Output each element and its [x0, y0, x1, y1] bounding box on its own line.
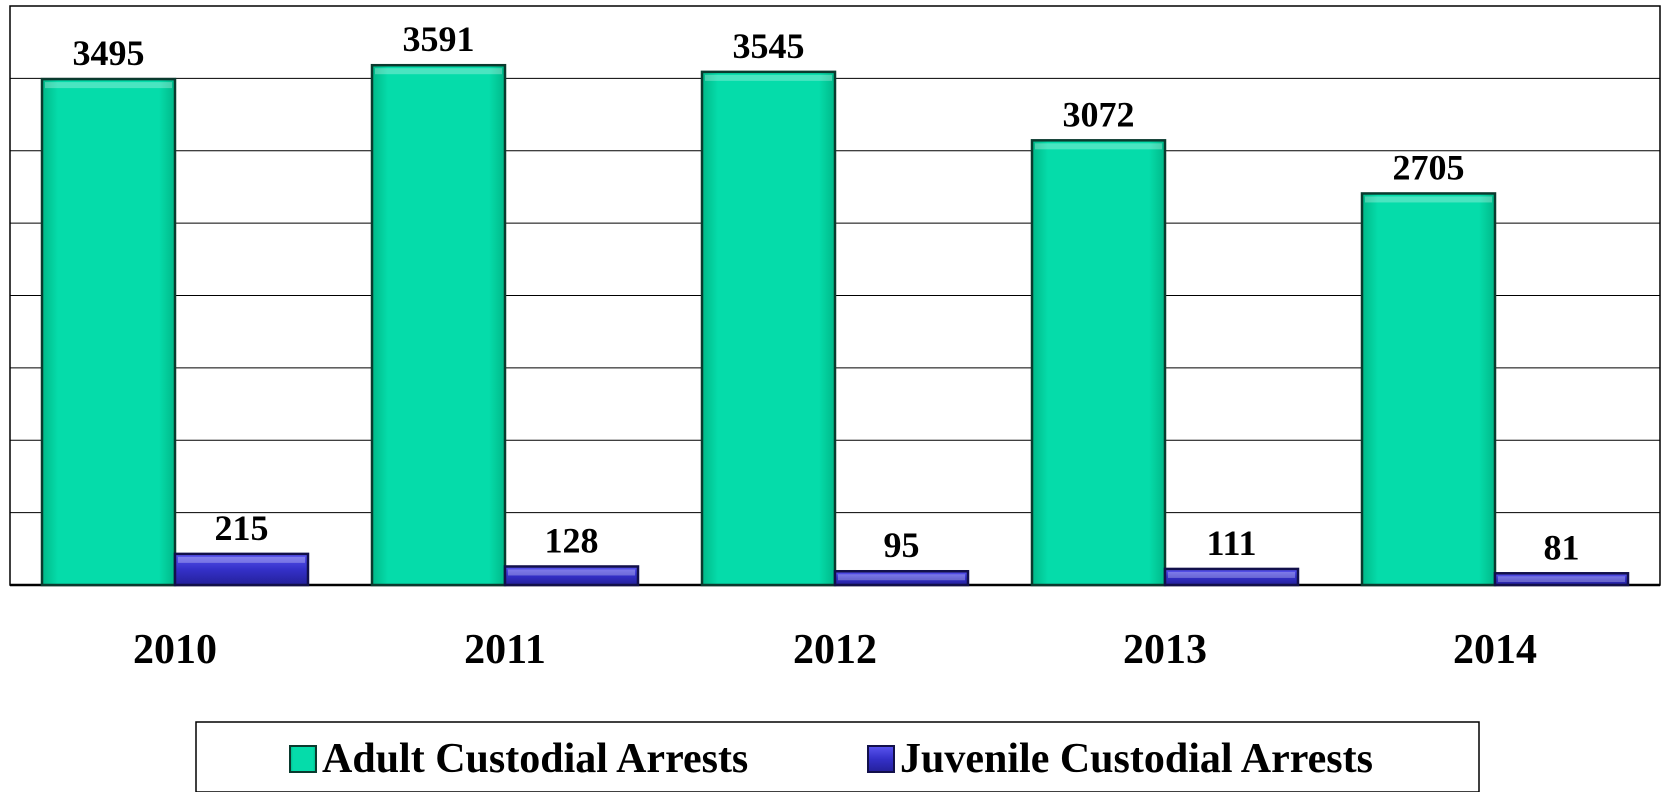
- category-label-2011: 2011: [464, 627, 546, 673]
- legend-box: [195, 721, 1480, 792]
- bar-highlight: [45, 82, 172, 89]
- bar-juvenile-custodial-arrests-2010: [173, 552, 310, 587]
- bar-highlight: [375, 68, 502, 75]
- category-labels: 2010 2011 2012 2013 2014: [133, 627, 1537, 673]
- bar-juvenile-custodial-arrests-2013: [1163, 567, 1300, 587]
- data-label-juvenile-custodial-arrests-2011: 128: [545, 520, 599, 560]
- data-label-adult-custodial-arrests-2010: 3495: [73, 33, 145, 73]
- bar-juvenile-custodial-arrests-2011: [503, 565, 640, 587]
- bar-highlight: [705, 74, 832, 81]
- legend-label-juvenile-custodial-arrests: Juvenile Custodial Arrests: [900, 736, 1373, 782]
- data-label-adult-custodial-arrests-2014: 2705: [1393, 147, 1465, 187]
- category-label-2013: 2013: [1123, 627, 1207, 673]
- data-label-adult-custodial-arrests-2011: 3591: [403, 19, 475, 59]
- data-label-juvenile-custodial-arrests-2012: 95: [884, 525, 920, 565]
- legend: Adult Custodial Arrests Juvenile Custodia…: [195, 721, 1480, 792]
- data-label-adult-custodial-arrests-2013: 3072: [1063, 94, 1135, 134]
- bar-adult-custodial-arrests-2010: [40, 77, 177, 587]
- data-label-adult-custodial-arrests-2012: 3545: [733, 26, 805, 66]
- bar-highlight: [1168, 571, 1295, 578]
- bar-juvenile-custodial-arrests-2014: [1493, 572, 1630, 587]
- legend-swatch-juvenile-custodial-arrests: [867, 745, 895, 773]
- data-labels: 3495 3591 3545 3072 2705 215 128 95 111 81: [73, 19, 1580, 567]
- bar-highlight: [508, 569, 635, 576]
- data-label-juvenile-custodial-arrests-2010: 215: [215, 508, 269, 548]
- bar-juvenile-custodial-arrests-2012: [833, 569, 970, 587]
- legend-swatch-adult-custodial-arrests: [289, 745, 317, 773]
- bar-adult-custodial-arrests-2013: [1030, 139, 1167, 587]
- category-label-2010: 2010: [133, 627, 217, 673]
- bar-highlight: [1035, 143, 1162, 150]
- data-label-juvenile-custodial-arrests-2014: 81: [1544, 527, 1580, 567]
- bar-highlight: [1365, 196, 1492, 203]
- bars: [40, 63, 1630, 587]
- bar-adult-custodial-arrests-2011: [370, 63, 507, 587]
- category-label-2012: 2012: [793, 627, 877, 673]
- bar-adult-custodial-arrests-2014: [1360, 192, 1497, 587]
- bar-adult-custodial-arrests-2012: [700, 70, 837, 587]
- legend-label-adult-custodial-arrests: Adult Custodial Arrests: [322, 736, 748, 782]
- bar-highlight: [178, 556, 305, 563]
- category-label-2014: 2014: [1453, 627, 1537, 673]
- bar-highlight: [838, 574, 965, 581]
- bar-highlight: [1498, 576, 1625, 582]
- data-label-juvenile-custodial-arrests-2013: 111: [1206, 523, 1256, 563]
